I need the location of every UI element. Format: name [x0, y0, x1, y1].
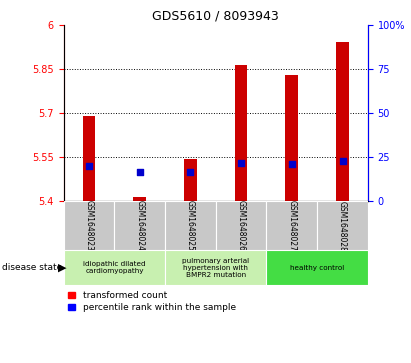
Bar — [134, 197, 146, 201]
Bar — [114, 201, 165, 250]
Text: idiopathic dilated
cardiomyopathy: idiopathic dilated cardiomyopathy — [83, 261, 146, 274]
Text: GSM1648027: GSM1648027 — [287, 200, 296, 252]
Text: GSM1648023: GSM1648023 — [85, 200, 94, 252]
Bar — [64, 201, 114, 250]
Legend: transformed count, percentile rank within the sample: transformed count, percentile rank withi… — [68, 291, 236, 312]
Text: GSM1648028: GSM1648028 — [338, 200, 347, 252]
Bar — [286, 75, 298, 201]
Bar — [165, 201, 216, 250]
Bar — [64, 250, 165, 285]
Bar — [317, 201, 368, 250]
Bar — [266, 201, 317, 250]
Point — [339, 158, 346, 164]
Text: GSM1648026: GSM1648026 — [237, 200, 246, 252]
Point — [289, 162, 295, 167]
Point — [238, 160, 245, 166]
Bar — [216, 201, 266, 250]
Bar — [165, 250, 266, 285]
Point — [187, 169, 194, 175]
Point — [136, 169, 143, 175]
Point — [86, 163, 92, 169]
Text: disease state: disease state — [2, 263, 62, 272]
Bar — [83, 117, 95, 201]
Bar — [184, 159, 197, 201]
Title: GDS5610 / 8093943: GDS5610 / 8093943 — [152, 10, 279, 23]
Text: GSM1648025: GSM1648025 — [186, 200, 195, 252]
Bar — [235, 65, 247, 201]
Bar — [266, 250, 368, 285]
Text: pulmonary arterial
hypertension with
BMPR2 mutation: pulmonary arterial hypertension with BMP… — [182, 258, 249, 278]
Text: healthy control: healthy control — [290, 265, 344, 271]
Bar — [336, 41, 349, 201]
Text: GSM1648024: GSM1648024 — [135, 200, 144, 252]
Text: ▶: ▶ — [58, 263, 67, 273]
